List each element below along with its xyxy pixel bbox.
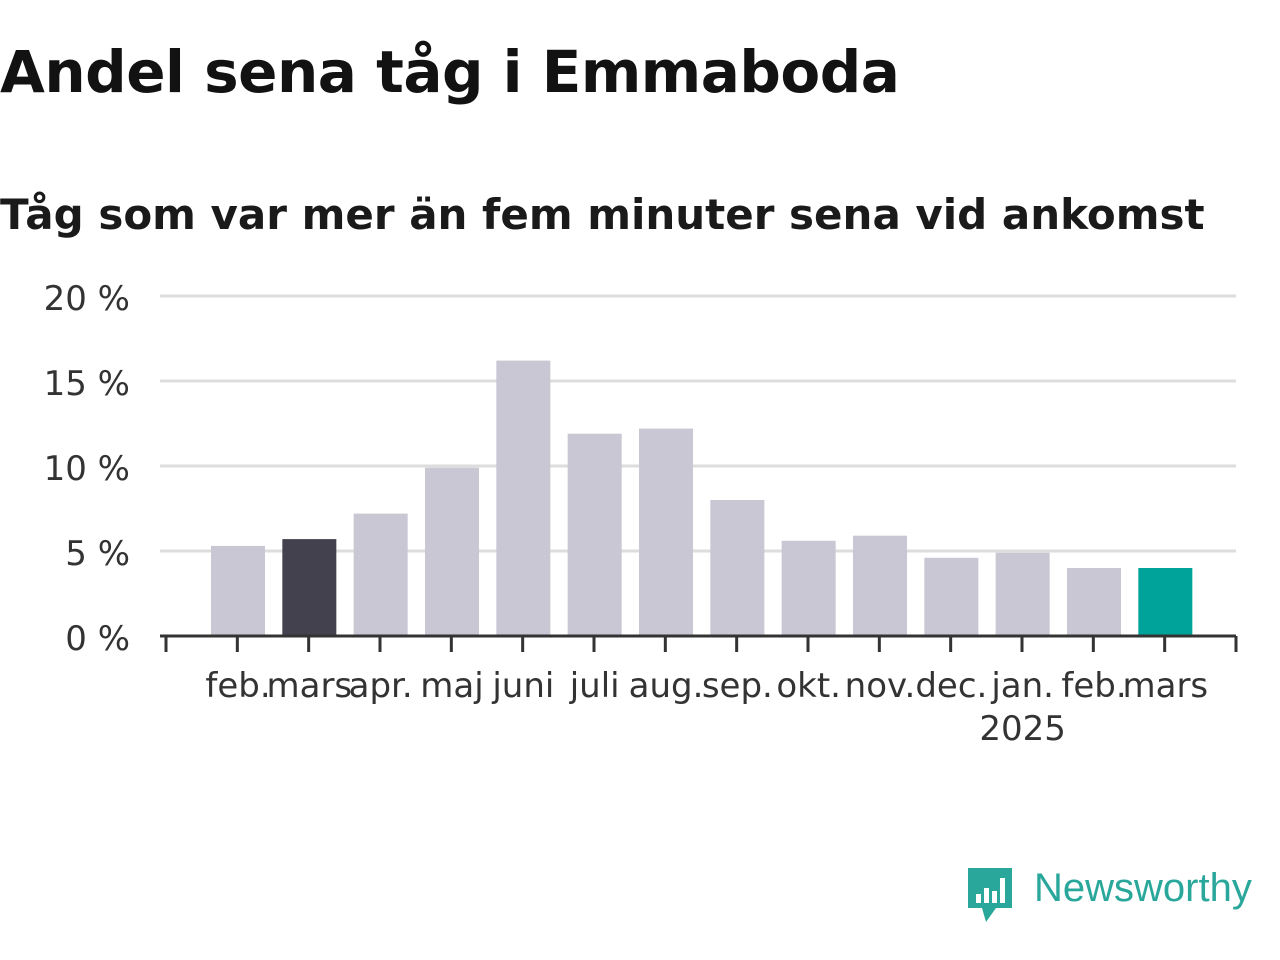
x-tick-label: maj (420, 666, 483, 706)
bar-sep-7[interactable] (710, 500, 765, 636)
y-tick-label: 5 % (65, 534, 130, 574)
bar-maj-3[interactable] (425, 467, 479, 636)
x-tick-label: mars (267, 666, 353, 706)
newsworthy-logo[interactable]: Newsworthy (964, 864, 1276, 928)
y-tick-label: 20 % (44, 279, 130, 319)
x-tick-label: mars (1123, 666, 1209, 706)
x-year-label: 2025 (979, 709, 1066, 749)
y-axis-tick-labels: 0 % 5 % 10 % 15 % 20 % (44, 279, 130, 659)
x-tick-label: feb. (205, 666, 270, 706)
newsworthy-logo-icon (968, 868, 1012, 922)
bars (211, 360, 1193, 636)
x-tick-label: feb. (1061, 666, 1126, 706)
bar-apr-2[interactable] (353, 513, 408, 636)
bar-aug-6[interactable] (639, 428, 693, 636)
bar-feb-0[interactable] (211, 545, 265, 636)
x-tick-label: sep. (702, 666, 773, 706)
bar-dec-10[interactable] (924, 557, 979, 636)
brand-name: Newsworthy (1034, 866, 1252, 910)
chart-title: Andel sena tåg i Emmaboda (0, 38, 900, 106)
bar-feb-12[interactable] (1067, 568, 1121, 636)
x-axis (160, 634, 1238, 652)
x-tick-label: juni (491, 666, 554, 706)
x-tick-label: aug. (629, 666, 704, 706)
bar-mars-1[interactable] (282, 539, 337, 636)
bar-okt-8[interactable] (781, 540, 836, 636)
bar-nov-9[interactable] (853, 535, 907, 636)
bar-juni-4[interactable] (496, 360, 551, 636)
bar-jan-11[interactable] (995, 552, 1050, 636)
y-tick-label: 15 % (44, 364, 130, 404)
bar-juli-5[interactable] (567, 433, 622, 636)
x-tick-label: juli (569, 666, 620, 706)
x-tick-label: okt. (776, 666, 841, 706)
y-tick-label: 0 % (65, 619, 130, 659)
x-tick-label: nov. (845, 666, 916, 706)
bar-mars-13[interactable] (1138, 568, 1193, 636)
gridlines (160, 294, 1236, 553)
x-tick-label: dec. (915, 666, 987, 706)
x-tick-label: apr. (349, 666, 413, 706)
chart-subtitle: Tåg som var mer än fem minuter sena vid … (0, 190, 1205, 239)
x-tick-label: jan. (990, 666, 1054, 706)
y-tick-label: 10 % (44, 449, 130, 489)
